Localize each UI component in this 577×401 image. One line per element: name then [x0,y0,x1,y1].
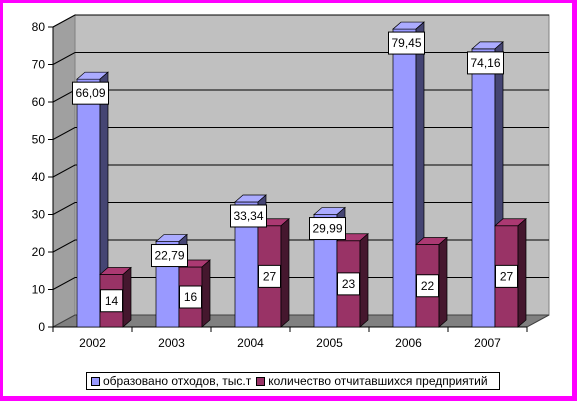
legend-label-enterprises: количество отчитавшихся предприятий [268,374,488,388]
data-label-text: 74,16 [470,56,500,70]
legend: образовано отходов, тыс.т количество отч… [86,372,500,390]
data-label-waste-2006: 79,45 [388,31,425,55]
data-label-enterprises-2005: 23 [337,272,360,296]
data-label-box [72,81,109,105]
data-label-text: 22,79 [154,249,184,263]
bar-enterprises-2006-side [438,236,448,328]
gridline [52,239,549,253]
y-tick-label: 40 [32,170,46,184]
data-label-box [179,285,202,309]
data-label-waste-2004: 33,34 [230,204,267,228]
data-label-text: 22 [421,279,435,293]
bar-enterprises-2007-side [517,217,527,328]
gridline [52,14,549,28]
y-tick-label: 10 [32,283,46,297]
bar-waste-2002-front [76,78,101,328]
data-label-waste-2007: 74,16 [467,51,504,75]
bar-enterprises-2004-side [280,217,290,328]
legend-swatch-waste [91,376,100,386]
legend-swatch-enterprises [256,376,266,386]
data-label-box [495,264,518,288]
bar-chart: 0 10 20 30 40 50 60 70 80 2002 2003 2004 2005 2006 200… [32,14,550,350]
data-label-text: 27 [500,269,514,283]
y-tick-label: 70 [32,58,46,72]
data-label-box [258,264,281,288]
data-label-text: 79,45 [391,36,421,50]
bar-waste-2007-front [471,48,496,328]
bar-waste-2002 [76,71,109,328]
legend-label-waste: образовано отходов, тыс.т [103,374,252,388]
y-tick-label: 30 [32,208,46,222]
bar-waste-2006-front [392,28,417,328]
gridline [52,164,549,178]
data-label-box [309,217,346,241]
y-tick-label: 50 [32,133,46,147]
data-label-box [388,31,425,55]
data-label-box [100,289,123,313]
legend-item-enterprises: количество отчитавшихся предприятий [256,374,488,388]
y-tick-label: 0 [38,320,45,334]
data-label-text: 27 [263,269,277,283]
x-tick-label: 2005 [316,336,343,350]
gridline [52,277,549,290]
gridline [52,202,549,215]
bar-enterprises-2002 [99,266,132,328]
data-label-waste-2005: 29,99 [309,217,346,241]
data-label-text: 16 [184,290,198,304]
bar-enterprises-2005-side [359,232,369,328]
y-tick-label: 80 [32,20,46,34]
x-tick-label: 2004 [237,336,264,350]
data-label-enterprises-2007: 27 [495,264,518,288]
x-tick-label: 2002 [79,336,106,350]
data-label-enterprises-2004: 27 [258,264,281,288]
legend-item-waste: образовано отходов, тыс.т [91,374,251,388]
data-label-box [416,274,439,298]
bar-enterprises-2002-side [122,266,132,328]
data-label-waste-2003: 22,79 [151,244,188,268]
data-label-enterprises-2003: 16 [179,285,202,309]
data-label-enterprises-2002: 14 [100,289,123,313]
y-tick-label: 60 [32,95,46,109]
x-tick-label: 2007 [474,336,501,350]
bar-enterprises-2003-side [201,259,211,328]
data-label-box [230,204,267,228]
x-tick-label: 2006 [395,336,422,350]
data-label-box [467,51,504,75]
chart-frame: 0 10 20 30 40 50 60 70 80 2002 2003 2004 2005 2006 200… [3,3,572,396]
y-tick-label: 20 [32,245,46,259]
data-label-box [337,272,360,296]
data-label-text: 33,34 [233,209,263,223]
data-label-enterprises-2006: 22 [416,274,439,298]
data-label-text: 29,99 [312,222,342,236]
data-label-text: 14 [105,294,119,308]
data-label-box [151,244,188,268]
data-label-text: 66,09 [75,86,105,100]
gridline [52,127,549,140]
x-tick-label: 2003 [158,336,185,350]
data-label-text: 23 [342,277,356,291]
data-label-waste-2002: 66,09 [72,81,109,105]
